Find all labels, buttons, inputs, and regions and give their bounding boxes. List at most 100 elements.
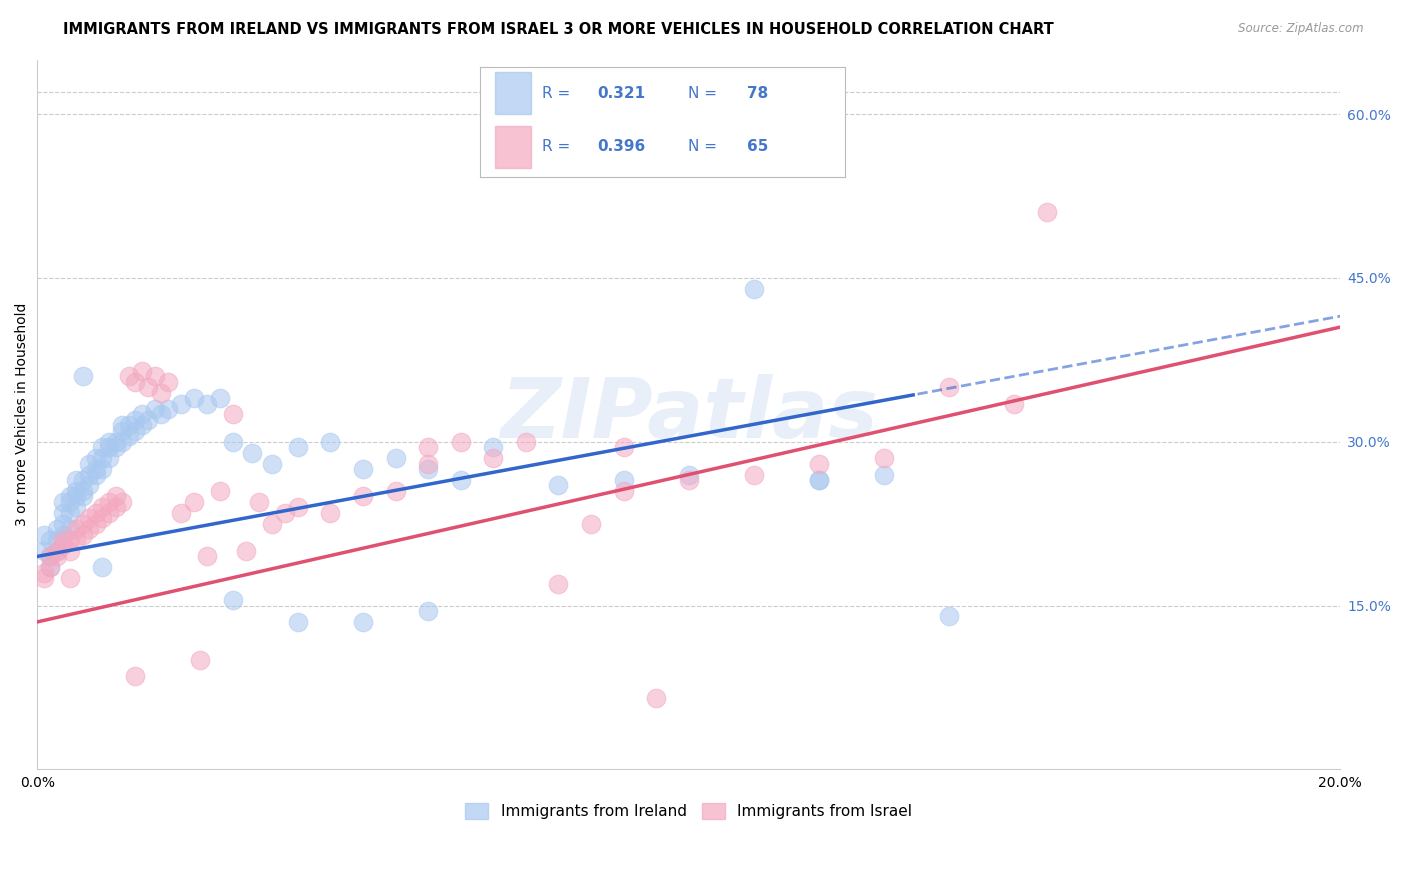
Point bbox=[287, 500, 309, 515]
Point bbox=[808, 473, 831, 487]
Point bbox=[104, 434, 127, 449]
Point bbox=[104, 440, 127, 454]
Point bbox=[65, 522, 87, 536]
Point bbox=[65, 473, 87, 487]
Point bbox=[156, 375, 179, 389]
Point bbox=[742, 467, 765, 482]
Point bbox=[450, 434, 472, 449]
Point bbox=[39, 549, 62, 564]
Point bbox=[678, 473, 700, 487]
Point bbox=[111, 424, 134, 438]
Point bbox=[169, 396, 191, 410]
Text: Source: ZipAtlas.com: Source: ZipAtlas.com bbox=[1239, 22, 1364, 36]
Point bbox=[91, 440, 114, 454]
Point bbox=[98, 434, 121, 449]
Point bbox=[104, 500, 127, 515]
Point bbox=[79, 457, 101, 471]
Point bbox=[482, 440, 505, 454]
Point bbox=[117, 418, 139, 433]
Point bbox=[873, 467, 896, 482]
Point bbox=[124, 413, 146, 427]
Point bbox=[91, 511, 114, 525]
Point bbox=[418, 604, 440, 618]
Point bbox=[319, 506, 342, 520]
Point bbox=[150, 408, 173, 422]
Point bbox=[72, 369, 94, 384]
Point bbox=[613, 473, 636, 487]
Point bbox=[938, 609, 960, 624]
Point bbox=[59, 571, 82, 585]
Point bbox=[742, 282, 765, 296]
Point bbox=[131, 364, 153, 378]
Point bbox=[274, 506, 297, 520]
Point bbox=[84, 467, 107, 482]
Point bbox=[59, 522, 82, 536]
Point bbox=[287, 615, 309, 629]
Point bbox=[65, 533, 87, 547]
Point bbox=[45, 533, 67, 547]
Point bbox=[613, 440, 636, 454]
Point bbox=[547, 576, 569, 591]
Point bbox=[169, 506, 191, 520]
Point bbox=[45, 549, 67, 564]
Point bbox=[260, 457, 283, 471]
Point bbox=[59, 506, 82, 520]
Point bbox=[418, 462, 440, 476]
Point bbox=[143, 402, 166, 417]
Point bbox=[645, 691, 668, 706]
Point bbox=[65, 500, 87, 515]
Text: ZIPatlas: ZIPatlas bbox=[499, 374, 877, 455]
Point bbox=[873, 451, 896, 466]
Point bbox=[143, 369, 166, 384]
Point bbox=[45, 544, 67, 558]
Point bbox=[938, 380, 960, 394]
Point bbox=[287, 440, 309, 454]
Point bbox=[547, 478, 569, 492]
Point bbox=[515, 434, 537, 449]
Point bbox=[65, 489, 87, 503]
Point bbox=[131, 408, 153, 422]
Point bbox=[1004, 396, 1026, 410]
Point bbox=[352, 615, 374, 629]
Point bbox=[98, 495, 121, 509]
Point bbox=[195, 396, 218, 410]
Point bbox=[52, 495, 75, 509]
Point bbox=[72, 489, 94, 503]
Point bbox=[156, 402, 179, 417]
Point bbox=[482, 451, 505, 466]
Point bbox=[59, 544, 82, 558]
Point bbox=[208, 483, 231, 498]
Point bbox=[91, 560, 114, 574]
Point bbox=[240, 445, 263, 459]
Point bbox=[208, 391, 231, 405]
Point bbox=[91, 462, 114, 476]
Point bbox=[124, 375, 146, 389]
Point bbox=[579, 516, 602, 531]
Point bbox=[808, 473, 831, 487]
Point bbox=[235, 544, 257, 558]
Point bbox=[79, 522, 101, 536]
Point bbox=[72, 527, 94, 541]
Point bbox=[104, 489, 127, 503]
Point bbox=[32, 544, 55, 558]
Point bbox=[111, 495, 134, 509]
Point bbox=[613, 483, 636, 498]
Point bbox=[195, 549, 218, 564]
Point bbox=[183, 391, 205, 405]
Point bbox=[72, 473, 94, 487]
Point bbox=[52, 539, 75, 553]
Point bbox=[39, 560, 62, 574]
Point bbox=[39, 549, 62, 564]
Point bbox=[384, 451, 406, 466]
Point bbox=[222, 593, 245, 607]
Point bbox=[84, 516, 107, 531]
Legend: Immigrants from Ireland, Immigrants from Israel: Immigrants from Ireland, Immigrants from… bbox=[460, 797, 918, 825]
Point bbox=[91, 500, 114, 515]
Point bbox=[124, 669, 146, 683]
Text: IMMIGRANTS FROM IRELAND VS IMMIGRANTS FROM ISRAEL 3 OR MORE VEHICLES IN HOUSEHOL: IMMIGRANTS FROM IRELAND VS IMMIGRANTS FR… bbox=[63, 22, 1054, 37]
Point bbox=[384, 483, 406, 498]
Point bbox=[65, 483, 87, 498]
Point bbox=[136, 380, 159, 394]
Point bbox=[45, 544, 67, 558]
Point bbox=[352, 489, 374, 503]
